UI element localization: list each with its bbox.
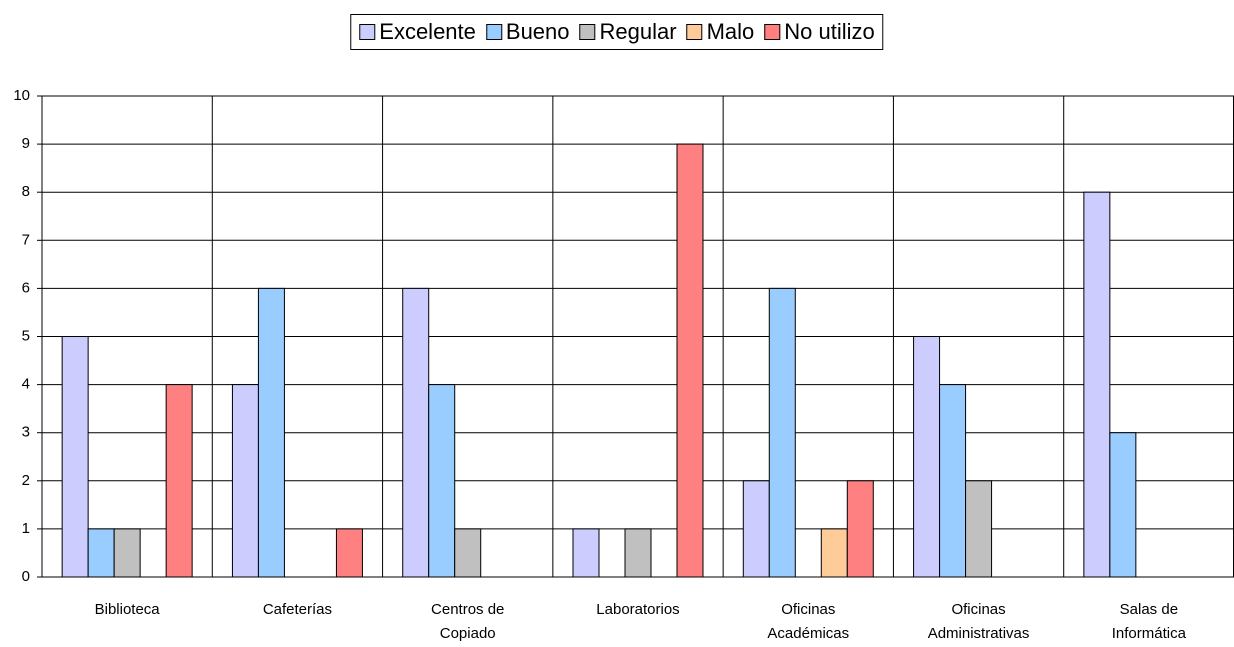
legend-entry: No utilizo xyxy=(764,19,875,45)
bar xyxy=(231,384,259,578)
legend-label: Regular xyxy=(599,19,677,44)
x-tick-label: Biblioteca xyxy=(94,601,160,618)
x-tick-label: Laboratorios xyxy=(596,601,680,618)
legend-swatch xyxy=(686,24,703,40)
bar xyxy=(257,287,285,578)
bar xyxy=(820,528,848,578)
bar xyxy=(742,480,770,578)
legend-entry: Bueno xyxy=(485,19,570,45)
bar xyxy=(846,480,874,578)
y-tick-label: 7 xyxy=(22,231,30,248)
bar xyxy=(1083,191,1111,578)
x-tick-label: Oficinas Administrativas xyxy=(927,601,1030,642)
bar xyxy=(61,336,89,578)
legend-label: Malo xyxy=(706,19,755,44)
legend-entry: Excelente xyxy=(359,19,476,45)
bar xyxy=(402,287,430,578)
x-tick-label: Centros de Copiado xyxy=(431,601,505,642)
legend-label: Bueno xyxy=(505,19,570,44)
legend-entry: Malo xyxy=(686,19,755,45)
bar xyxy=(939,384,967,578)
bar xyxy=(113,528,141,578)
y-tick-label: 6 xyxy=(22,279,30,296)
bar xyxy=(768,287,796,578)
y-tick-label: 4 xyxy=(22,376,30,393)
bar xyxy=(965,480,993,578)
y-tick-label: 10 xyxy=(13,87,30,104)
bar xyxy=(87,528,115,578)
y-tick-label: 2 xyxy=(22,472,30,489)
x-tick-label: Oficinas Académicas xyxy=(767,601,850,642)
legend-swatch xyxy=(359,24,376,40)
bar xyxy=(624,528,652,578)
y-tick-label: 8 xyxy=(22,183,30,200)
legend-entry: Regular xyxy=(579,19,677,45)
legend-swatch xyxy=(579,24,596,40)
bar xyxy=(454,528,482,578)
legend-swatch xyxy=(485,24,502,40)
x-tick-label: Cafeterías xyxy=(262,601,333,618)
bar xyxy=(428,384,456,578)
bar xyxy=(335,528,363,578)
bar xyxy=(1109,432,1137,578)
legend: Excelente Bueno Regular Malo No utilizo xyxy=(350,14,884,50)
y-tick-label: 9 xyxy=(22,135,30,152)
legend-label: Excelente xyxy=(379,19,476,44)
x-tick-label: Salas de Informática xyxy=(1111,601,1186,642)
y-tick-label: 1 xyxy=(22,520,30,537)
legend-label: No utilizo xyxy=(784,19,875,44)
bar xyxy=(572,528,600,578)
y-tick-label: 5 xyxy=(22,327,30,344)
bar xyxy=(676,143,704,578)
y-tick-label: 3 xyxy=(22,424,30,441)
bar xyxy=(165,384,193,578)
bar xyxy=(913,336,941,578)
legend-swatch xyxy=(764,24,781,40)
y-tick-label: 0 xyxy=(22,568,30,585)
